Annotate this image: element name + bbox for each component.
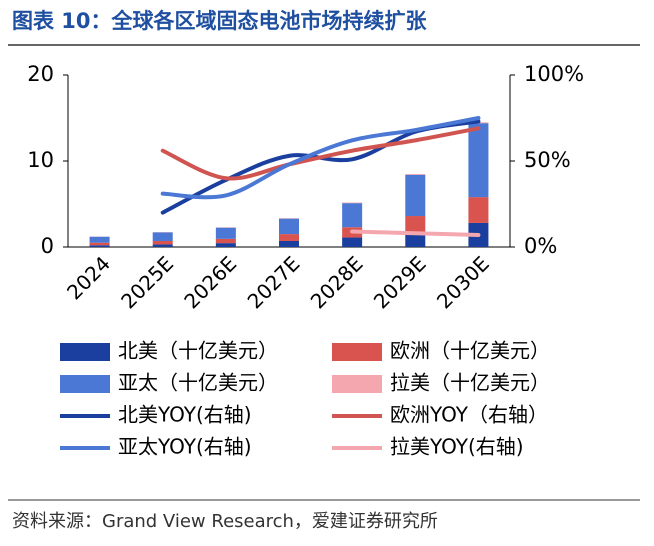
y2-tick-label: 50% bbox=[524, 148, 571, 172]
legend-label: 拉美YOY(右轴) bbox=[390, 435, 524, 459]
bar-segment bbox=[152, 240, 173, 245]
bar-segment bbox=[279, 218, 299, 235]
source: 资料来源：Grand View Research，爱建证券研究所 bbox=[12, 511, 438, 532]
bar-segment bbox=[89, 242, 110, 246]
x-tick-label: 2026E bbox=[179, 251, 241, 313]
bar-segment bbox=[279, 234, 299, 241]
bar-segment bbox=[215, 227, 236, 239]
x-tick-label: 2028E bbox=[306, 251, 368, 313]
x-tick-label: 2030E bbox=[432, 251, 494, 313]
bar-segment bbox=[405, 216, 426, 235]
bar-segment bbox=[152, 232, 173, 241]
legend-label: 北美YOY(右轴) bbox=[118, 403, 252, 427]
legend-label: 北美（十亿美元） bbox=[118, 339, 278, 363]
legend-label: 欧洲YOY（右轴） bbox=[390, 403, 548, 427]
legend-label: 拉美（十亿美元） bbox=[390, 371, 550, 395]
x-tick-label: 2029E bbox=[369, 251, 431, 313]
y-tick-label: 0 bbox=[41, 234, 54, 258]
bar-segment bbox=[152, 244, 173, 247]
legend-label: 欧洲（十亿美元） bbox=[390, 339, 550, 363]
x-tick-label: 2024 bbox=[62, 251, 115, 304]
y-tick-label: 10 bbox=[27, 148, 54, 172]
legend-swatch bbox=[60, 375, 110, 393]
legend-label: 亚太YOY(右轴) bbox=[118, 435, 252, 459]
legend-swatch bbox=[332, 375, 382, 393]
yoy-line bbox=[160, 116, 481, 200]
legend-swatch bbox=[332, 343, 382, 361]
x-tick-label: 2027E bbox=[243, 251, 305, 313]
y2-tick-label: 100% bbox=[524, 62, 584, 86]
yoy-line bbox=[350, 229, 481, 237]
bar-segment bbox=[342, 202, 363, 204]
bar-segment bbox=[405, 174, 426, 217]
yoy-line bbox=[160, 126, 481, 181]
y2-tick-label: 0% bbox=[524, 234, 557, 258]
bar-segment bbox=[405, 173, 426, 175]
bar-segment bbox=[215, 243, 236, 247]
legend-label: 亚太（十亿美元） bbox=[118, 371, 278, 395]
bar-segment bbox=[468, 197, 489, 223]
legend-swatch bbox=[60, 343, 110, 361]
bar-segment bbox=[215, 238, 236, 244]
chart-title: 图表 10：全球各区域固态电池市场持续扩张 bbox=[12, 9, 428, 33]
bar-segment bbox=[342, 237, 363, 247]
bar-segment bbox=[468, 123, 489, 198]
bar-segment bbox=[89, 236, 110, 243]
bar-segment bbox=[279, 240, 299, 247]
x-tick-label: 2025E bbox=[116, 251, 178, 313]
bar-segment bbox=[342, 203, 363, 228]
bar-segment bbox=[405, 234, 426, 247]
bar-segment bbox=[89, 245, 110, 247]
y-tick-label: 20 bbox=[27, 62, 54, 86]
